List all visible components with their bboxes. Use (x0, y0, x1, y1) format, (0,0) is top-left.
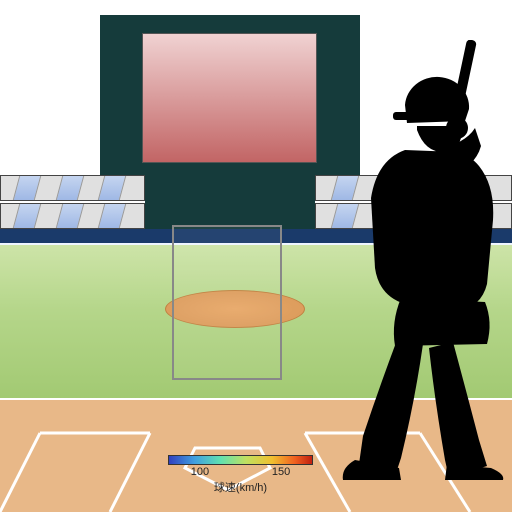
stands-lower-left (0, 203, 145, 229)
strike-zone (172, 225, 282, 380)
colorbar-label: 球速(km/h) (168, 479, 313, 495)
pitch-zone-scene: 100 150 球速(km/h) (0, 0, 512, 512)
batter-silhouette (285, 40, 512, 480)
stands-upper-left (0, 175, 145, 201)
colorbar-tick-100: 100 (191, 466, 209, 478)
